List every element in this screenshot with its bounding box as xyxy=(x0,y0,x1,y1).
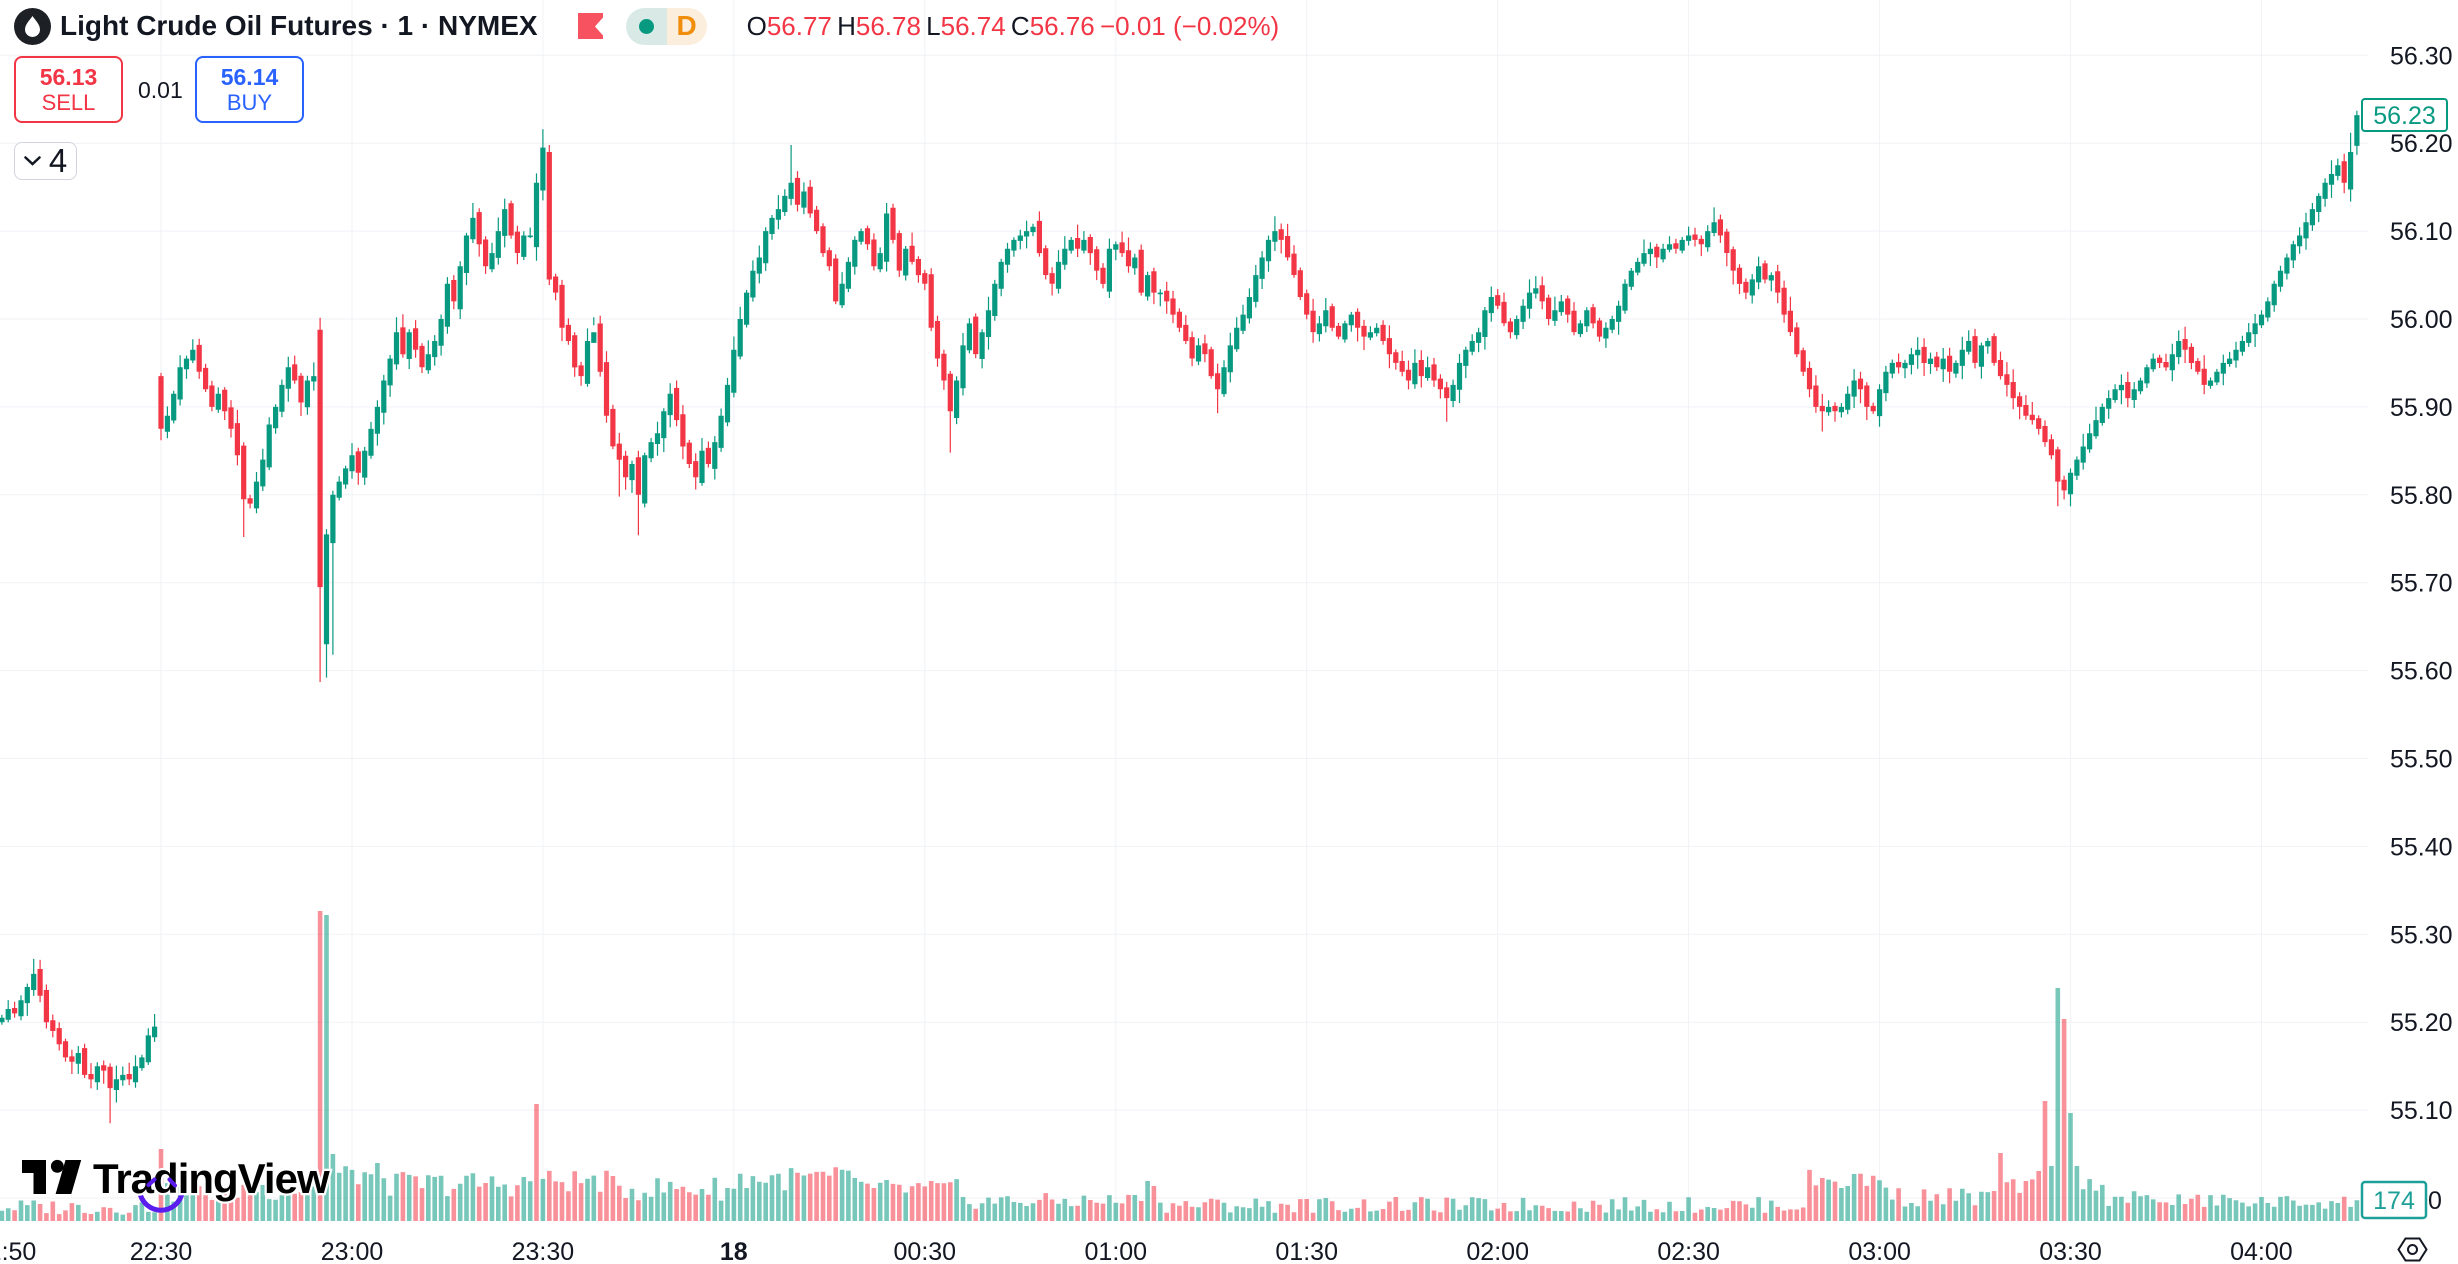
svg-text:55.90: 55.90 xyxy=(2390,394,2453,422)
svg-text:56.00: 56.00 xyxy=(2390,306,2453,334)
svg-text:55.60: 55.60 xyxy=(2390,658,2453,686)
svg-text:55.20: 55.20 xyxy=(2390,1009,2453,1037)
svg-text:00:30: 00:30 xyxy=(894,1238,957,1264)
svg-text:02:00: 02:00 xyxy=(1466,1238,1529,1264)
svg-text:55.30: 55.30 xyxy=(2390,921,2453,949)
svg-text:02:30: 02:30 xyxy=(1657,1238,1720,1264)
svg-text:56.30: 56.30 xyxy=(2390,42,2453,70)
svg-text:23:30: 23:30 xyxy=(512,1238,575,1264)
svg-text:55.70: 55.70 xyxy=(2390,570,2453,598)
svg-text:TradingView: TradingView xyxy=(93,1155,330,1202)
svg-text:55.50: 55.50 xyxy=(2390,746,2453,774)
svg-text:2:50: 2:50 xyxy=(0,1238,36,1264)
svg-text:56.23: 56.23 xyxy=(2373,102,2436,130)
svg-text:01:00: 01:00 xyxy=(1085,1238,1148,1264)
svg-text:174: 174 xyxy=(2373,1187,2415,1215)
svg-text:01:30: 01:30 xyxy=(1275,1238,1338,1264)
svg-text:03:00: 03:00 xyxy=(1848,1238,1911,1264)
svg-text:55.80: 55.80 xyxy=(2390,482,2453,510)
svg-text:0: 0 xyxy=(2428,1187,2442,1215)
svg-text:03:30: 03:30 xyxy=(2039,1238,2102,1264)
svg-text:22:30: 22:30 xyxy=(130,1238,193,1264)
svg-text:55.10: 55.10 xyxy=(2390,1097,2453,1125)
svg-text:56.10: 56.10 xyxy=(2390,218,2453,246)
svg-text:56.20: 56.20 xyxy=(2390,130,2453,158)
svg-text:55.40: 55.40 xyxy=(2390,833,2453,861)
svg-text:18: 18 xyxy=(720,1238,748,1264)
svg-text:04:00: 04:00 xyxy=(2230,1238,2293,1264)
svg-text:23:00: 23:00 xyxy=(321,1238,384,1264)
